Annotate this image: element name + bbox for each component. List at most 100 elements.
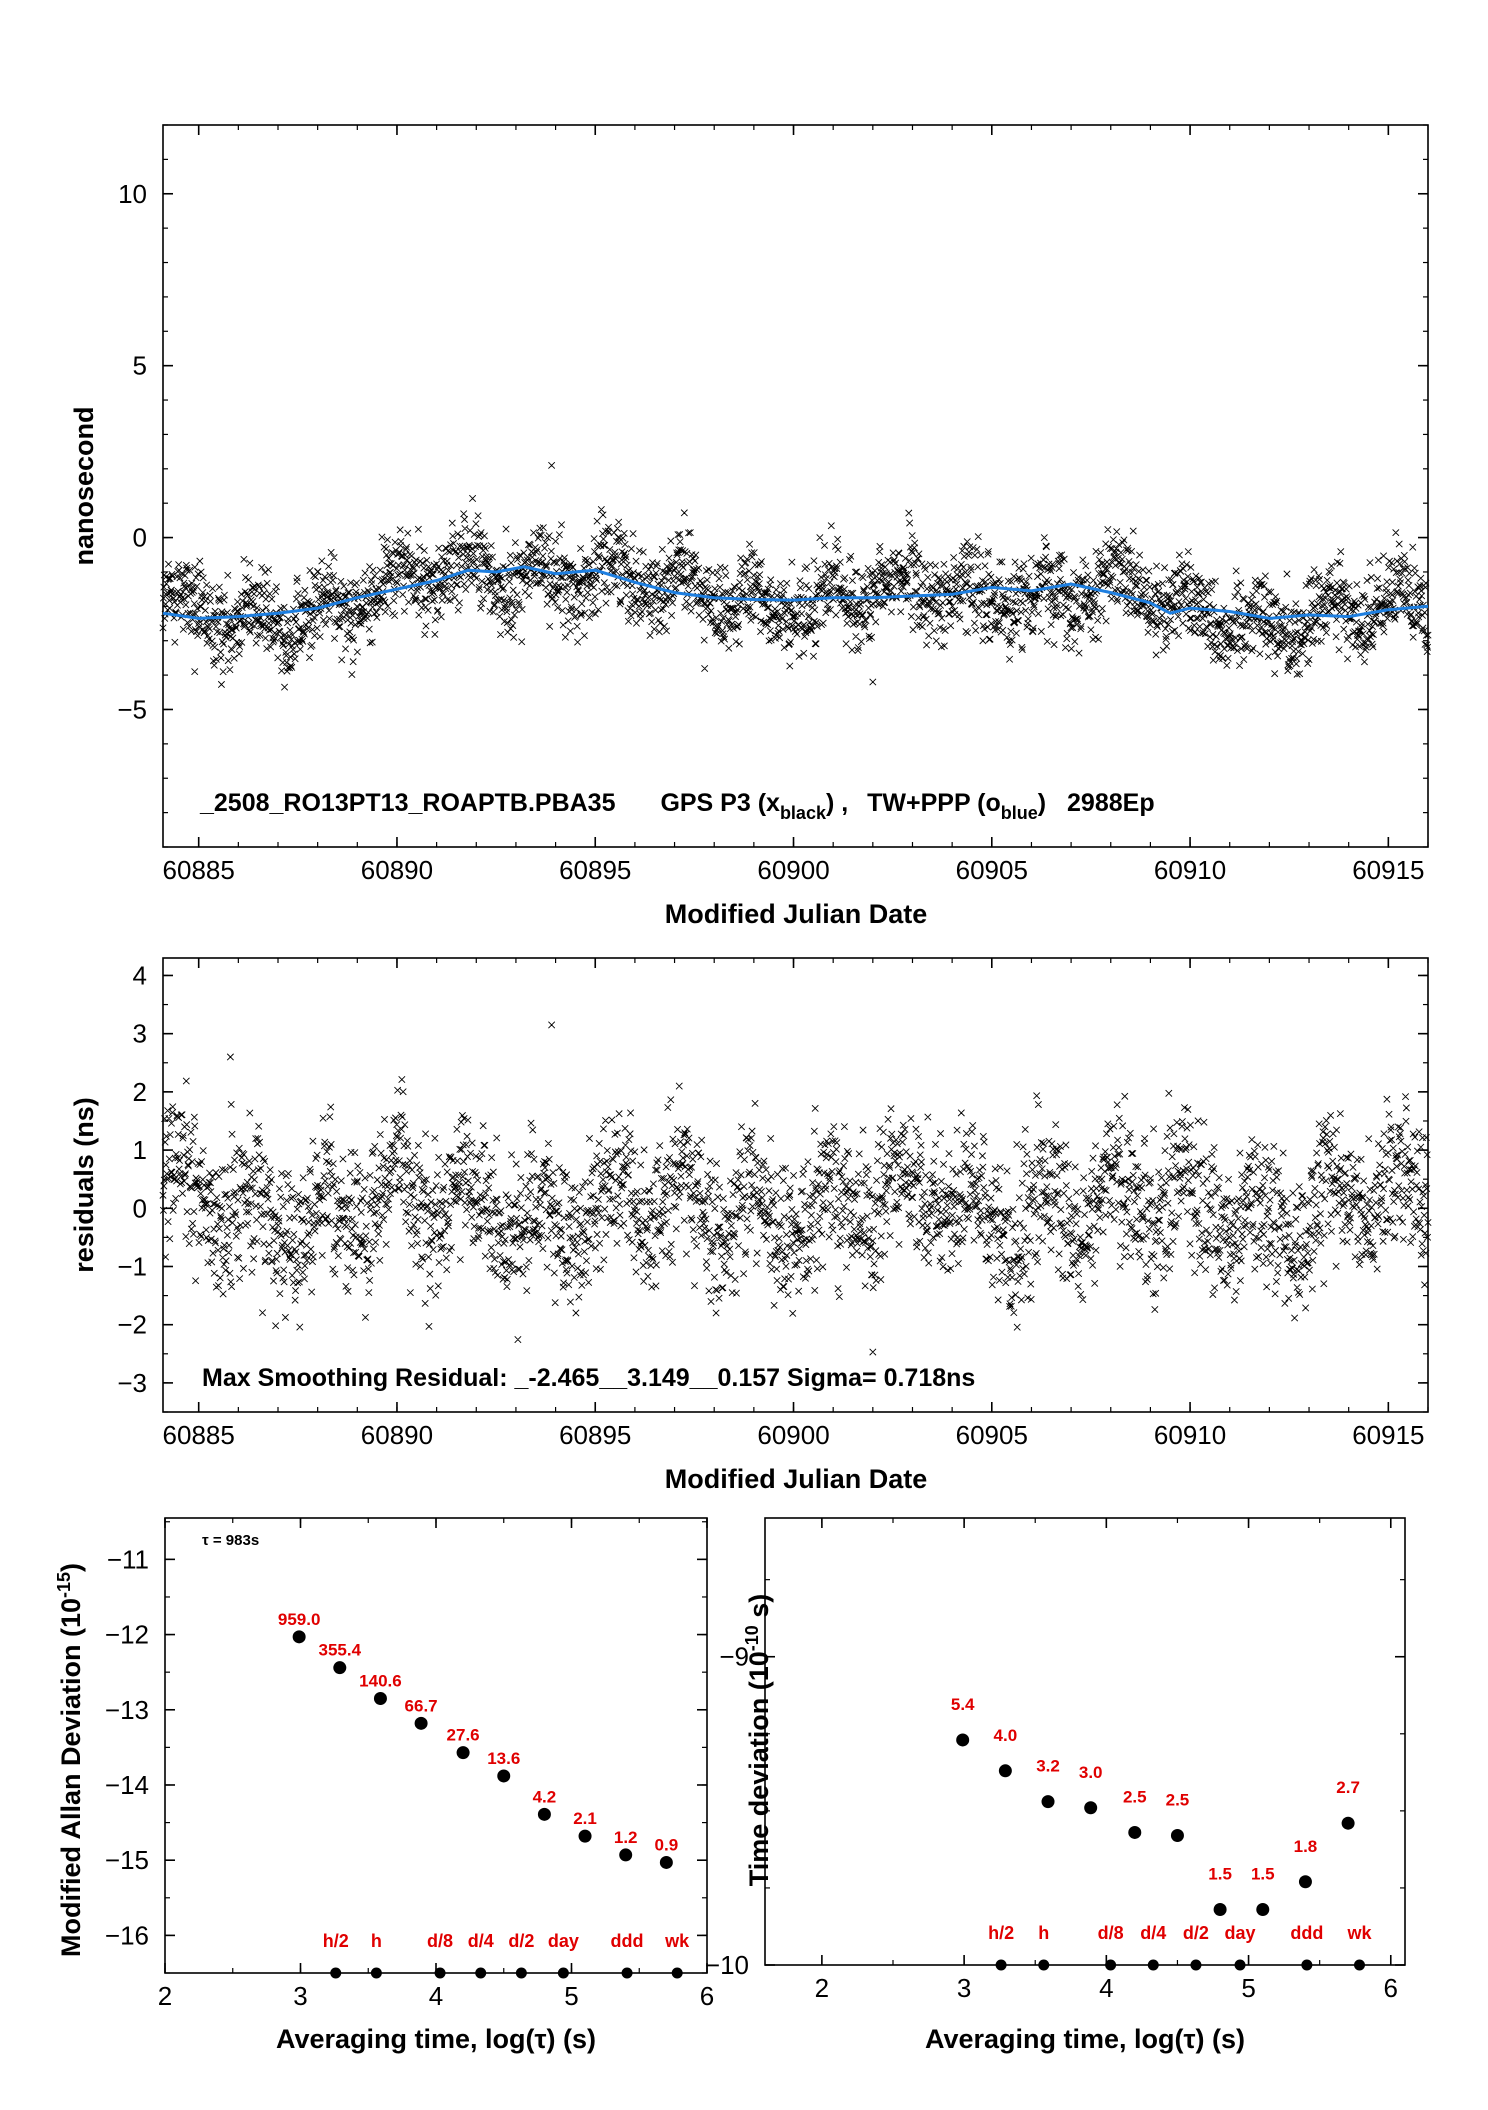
time-series-ylabel: nanosecond [69, 406, 99, 565]
x-tick-label: 60890 [361, 1420, 433, 1450]
interval-marker-point [1038, 1959, 1050, 1971]
x-tick-label: 60900 [757, 855, 829, 885]
interval-marker-label: ddd [611, 1931, 644, 1951]
smooth-curve [162, 565, 1429, 620]
title-gps-sub: black [780, 803, 827, 823]
y-tick-label: 3 [133, 1019, 147, 1049]
interval-marker-point [370, 1967, 382, 1979]
interval-marker-point [330, 1967, 342, 1979]
tdev-panel: 2 3 4 5 6 −10 −9 5.4 4.0 3.2 3.0 2.5 2.5 1.5 1.5 1.8 2.… [705, 1517, 1406, 2054]
deviation-point [956, 1733, 970, 1747]
mdev-points: 959.0 355.4 140.666.7 27.6 13.6 4.2 2.1 1.2 0.9 h… [278, 1610, 690, 1979]
title-station: _2508_RO13PT13_ROAPTB.PBA35 [199, 789, 616, 817]
deviation-value-label: 3.0 [1079, 1763, 1103, 1782]
x-tick-label: 60900 [757, 1420, 829, 1450]
y-tick-label: −5 [117, 694, 147, 724]
time-series-frame [162, 124, 1429, 848]
residuals-annotation: Max Smoothing Residual: _-2.465__3.149__… [202, 1364, 975, 1392]
deviation-value-label: 959.0 [278, 1610, 321, 1629]
interval-marker-point [434, 1967, 446, 1979]
x-tick-label: 6 [1384, 1973, 1398, 2003]
interval-marker-point [1234, 1959, 1246, 1971]
x-tick-label: 60905 [956, 1420, 1028, 1450]
y-tick-label: 5 [133, 351, 147, 381]
deviation-value-label: 3.2 [1036, 1757, 1060, 1776]
residuals-frame [162, 957, 1429, 1413]
interval-marker-point [995, 1959, 1007, 1971]
deviation-value-label: 66.7 [405, 1696, 438, 1715]
deviation-point [659, 1855, 673, 1869]
deviation-value-label: 27.6 [447, 1726, 480, 1745]
x-tick-label: 60890 [361, 855, 433, 885]
deviation-value-label: 1.8 [1294, 1837, 1318, 1856]
y-tick-label: 4 [133, 960, 147, 990]
tdev-ticks: 2 3 4 5 6 −10 −9 [705, 1518, 1405, 2003]
interval-marker-point [621, 1967, 633, 1979]
interval-marker-label: h/2 [988, 1923, 1014, 1943]
deviation-value-label: 1.2 [614, 1828, 638, 1847]
deviation-value-label: 4.0 [994, 1726, 1018, 1745]
mdev-xlabel: Averaging time, log(τ) (s) [276, 2024, 596, 2054]
deviation-value-label: 140.6 [359, 1671, 402, 1690]
tau-label: τ = 983s [202, 1532, 259, 1549]
mdev-panel: 2 3 4 5 6 −16 −15 −14 −13 −12 −11 959.0 355.4 140.66… [54, 1517, 714, 2054]
interval-marker-label: d/2 [508, 1931, 534, 1951]
x-tick-label: 2 [158, 1981, 172, 2011]
x-tick-label: 4 [429, 1981, 443, 2011]
x-markers [159, 461, 1432, 691]
deviation-point [1341, 1816, 1355, 1830]
y-tick-label: −11 [107, 1544, 149, 1574]
deviation-point [619, 1848, 633, 1862]
residuals-xlabel: Modified Julian Date [665, 1464, 928, 1494]
x-tick-label: 6 [700, 1981, 714, 2011]
interval-marker-point [475, 1967, 487, 1979]
x-tick-label: 60905 [956, 855, 1028, 885]
deviation-point [1298, 1875, 1312, 1889]
deviation-point [1041, 1795, 1055, 1809]
x-markers [159, 1021, 1432, 1356]
time-series-xlabel: Modified Julian Date [665, 899, 928, 929]
deviation-value-label: 2.5 [1123, 1787, 1147, 1806]
deviation-point [1084, 1801, 1098, 1815]
x-tick-label: 60885 [163, 855, 235, 885]
y-tick-label: 1 [133, 1135, 147, 1165]
tdev-xlabel: Averaging time, log(τ) (s) [925, 2024, 1245, 2054]
y-tick-label: −1 [117, 1251, 147, 1281]
x-tick-label: 4 [1099, 1973, 1113, 2003]
y-tick-label: −15 [105, 1845, 149, 1875]
time-series-title: _2508_RO13PT13_ROAPTB.PBA35 GPS P3 (xbla… [199, 789, 1155, 823]
x-tick-label: 60885 [163, 1420, 235, 1450]
interval-marker-label: day [548, 1931, 579, 1951]
mdev-frame [164, 1517, 708, 1974]
residuals-points [159, 1021, 1432, 1356]
x-tick-label: 5 [564, 1981, 578, 2011]
y-tick-label: −9 [719, 1642, 749, 1672]
title-epochs: 2988Ep [1067, 789, 1155, 817]
title-gps-close: ) , [826, 789, 848, 817]
interval-marker-point [1147, 1959, 1159, 1971]
y-tick-label: 10 [118, 179, 147, 209]
deviation-point [1170, 1829, 1184, 1843]
y-tick-label: −12 [105, 1620, 149, 1650]
deviation-point [333, 1661, 347, 1675]
mdev-ylabel: Modified Allan Deviation (10-15) [54, 1563, 86, 1957]
x-tick-label: 60895 [559, 855, 631, 885]
tdev-ylabel: Time deviation (10-10 s) [742, 1594, 774, 1887]
interval-marker-point [671, 1967, 683, 1979]
deviation-point [1256, 1903, 1270, 1917]
y-tick-label: −3 [117, 1368, 147, 1398]
deviation-point [537, 1807, 551, 1821]
y-tick-label: −16 [105, 1920, 149, 1950]
interval-marker-point [1190, 1959, 1202, 1971]
x-tick-label: 60895 [559, 1420, 631, 1450]
x-tick-label: 5 [1241, 1973, 1255, 2003]
interval-marker-point [515, 1967, 527, 1979]
deviation-point [578, 1829, 592, 1843]
tdev-points: 5.4 4.0 3.2 3.0 2.5 2.5 1.5 1.5 1.8 2.7 h/2 h d/8 d/4… [951, 1695, 1372, 1971]
deviation-value-label: 2.7 [1336, 1778, 1360, 1797]
interval-marker-label: day [1225, 1923, 1256, 1943]
x-tick-label: 60910 [1154, 1420, 1226, 1450]
deviation-value-label: 1.5 [1208, 1865, 1232, 1884]
x-tick-label: 3 [293, 1981, 307, 2011]
